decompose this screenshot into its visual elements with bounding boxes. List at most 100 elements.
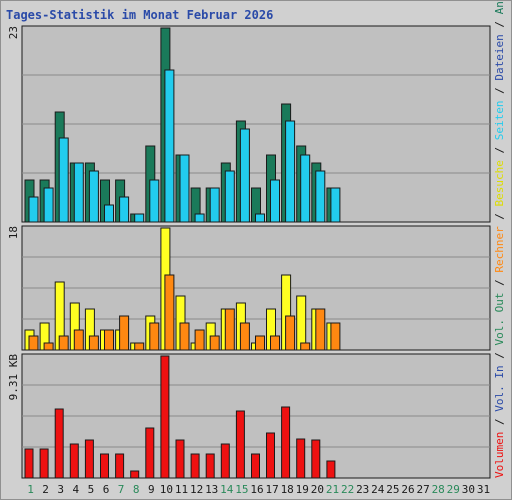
panel-top: 23 bbox=[7, 25, 491, 223]
bar-dateien-day-3 bbox=[58, 137, 69, 223]
bar-dateien-day-19 bbox=[300, 154, 311, 223]
bar-volumen-day-5 bbox=[84, 439, 94, 479]
bar-besuche-day-19 bbox=[296, 295, 307, 351]
bar-dateien-day-4 bbox=[73, 162, 84, 223]
x-tick-label: 24 bbox=[371, 483, 385, 496]
x-tick-label: 20 bbox=[311, 483, 324, 496]
x-tick-label: 16 bbox=[250, 483, 263, 496]
legend-entry: / bbox=[493, 273, 506, 293]
y-max-label: 9.31 KB bbox=[7, 354, 20, 401]
panel-middle: 18 bbox=[7, 225, 491, 351]
legend-entry: Vol. In bbox=[493, 365, 506, 411]
bar-dateien-day-15 bbox=[239, 128, 250, 223]
x-tick-label: 11 bbox=[175, 483, 188, 496]
chart-title: Tages-Statistik im Monat Februar 2026 bbox=[6, 8, 273, 22]
x-tick-label: 19 bbox=[296, 483, 309, 496]
x-tick-label: 28 bbox=[432, 483, 445, 496]
bar-rechner-day-10 bbox=[164, 274, 175, 351]
chart-panels: 23 18 9.31 KB bbox=[7, 25, 491, 479]
bar-volumen-day-21 bbox=[326, 460, 336, 479]
bar-volumen-day-20 bbox=[311, 439, 321, 479]
x-tick-label: 31 bbox=[477, 483, 490, 496]
x-tick-label: 3 bbox=[57, 483, 64, 496]
x-tick-label: 9 bbox=[148, 483, 155, 496]
bar-rechner-day-4 bbox=[73, 329, 84, 351]
bar-rechner-day-20 bbox=[315, 308, 326, 351]
legend-vertical: Volumen / Vol. In / Vol. Out / Rechner /… bbox=[493, 0, 506, 478]
bar-dateien-day-11 bbox=[179, 154, 190, 223]
x-tick-label: 10 bbox=[160, 483, 173, 496]
legend-entry: / bbox=[493, 346, 506, 366]
bar-volumen-day-1 bbox=[24, 448, 34, 479]
bar-dateien-day-21 bbox=[330, 187, 341, 223]
bar-dateien-day-7 bbox=[119, 196, 130, 223]
legend-entry: / bbox=[493, 206, 506, 226]
x-tick-label: 5 bbox=[88, 483, 95, 496]
bar-dateien-day-10 bbox=[164, 69, 175, 223]
x-tick-label: 21 bbox=[326, 483, 339, 496]
y-max-label: 18 bbox=[7, 226, 20, 239]
bar-rechner-day-7 bbox=[119, 315, 130, 351]
bar-volumen-day-16 bbox=[251, 453, 260, 479]
bar-rechner-day-11 bbox=[179, 322, 190, 351]
bar-rechner-day-6 bbox=[104, 329, 114, 351]
bar-volumen-day-14 bbox=[220, 443, 230, 479]
legend-entry: Dateien bbox=[493, 34, 506, 80]
x-tick-label: 29 bbox=[447, 483, 460, 496]
bar-dateien-day-9 bbox=[149, 179, 160, 223]
bar-volumen-day-10 bbox=[160, 355, 170, 479]
bar-rechner-day-17 bbox=[270, 335, 280, 351]
x-tick-label: 14 bbox=[220, 483, 234, 496]
legend-entry: / bbox=[493, 412, 506, 432]
bar-dateien-day-17 bbox=[270, 179, 280, 223]
x-tick-label: 26 bbox=[401, 483, 414, 496]
bar-volumen-day-9 bbox=[145, 427, 155, 479]
bar-volumen-day-15 bbox=[235, 410, 245, 479]
x-tick-label: 8 bbox=[133, 483, 140, 496]
x-tick-label: 4 bbox=[72, 483, 79, 496]
legend-entry: Besuche bbox=[493, 160, 506, 206]
bar-rechner-day-21 bbox=[330, 322, 341, 351]
bar-volumen-day-2 bbox=[39, 448, 49, 479]
legend-entry: Rechner bbox=[493, 226, 506, 273]
bar-volumen-day-11 bbox=[175, 439, 185, 479]
legend-entry: Volumen bbox=[493, 432, 506, 478]
legend-entry: Vol. Out bbox=[493, 293, 506, 346]
x-tick-label: 30 bbox=[462, 483, 475, 496]
bar-rechner-day-19 bbox=[300, 342, 311, 351]
bar-volumen-day-18 bbox=[281, 406, 291, 479]
x-tick-label: 23 bbox=[356, 483, 369, 496]
bar-volumen-day-6 bbox=[100, 453, 109, 479]
bar-volumen-day-12 bbox=[190, 453, 200, 479]
bar-volumen-day-19 bbox=[296, 438, 306, 479]
bar-volumen-day-7 bbox=[115, 453, 125, 479]
legend-entry: Seiten bbox=[493, 100, 506, 140]
x-tick-label: 1 bbox=[27, 483, 34, 496]
bar-volumen-day-8 bbox=[130, 470, 140, 479]
bar-volumen-day-13 bbox=[205, 453, 215, 479]
bar-rechner-day-2 bbox=[43, 342, 54, 351]
x-tick-label: 17 bbox=[265, 483, 278, 496]
x-tick-label: 25 bbox=[386, 483, 399, 496]
bar-dateien-day-12 bbox=[194, 213, 205, 223]
x-tick-label: 6 bbox=[103, 483, 110, 496]
legend-entry: Anfragen bbox=[493, 0, 506, 14]
x-tick-label: 27 bbox=[416, 483, 429, 496]
bar-rechner-day-15 bbox=[239, 322, 250, 351]
panel-bottom: 9.31 KB bbox=[7, 353, 491, 479]
x-tick-label: 18 bbox=[281, 483, 294, 496]
x-tick-label: 13 bbox=[205, 483, 218, 496]
bar-rechner-day-13 bbox=[209, 335, 220, 351]
bar-dateien-day-20 bbox=[315, 170, 326, 223]
bar-volumen-day-4 bbox=[69, 443, 79, 479]
bar-rechner-day-9 bbox=[149, 322, 160, 351]
y-max-label: 23 bbox=[7, 26, 20, 39]
bar-dateien-day-18 bbox=[285, 120, 296, 223]
legend-entry: / bbox=[493, 81, 506, 101]
x-tick-label: 2 bbox=[42, 483, 49, 496]
bar-dateien-day-16 bbox=[255, 213, 265, 223]
bar-rechner-day-18 bbox=[285, 315, 296, 351]
x-tick-label: 12 bbox=[190, 483, 203, 496]
x-tick-label: 22 bbox=[341, 483, 354, 496]
